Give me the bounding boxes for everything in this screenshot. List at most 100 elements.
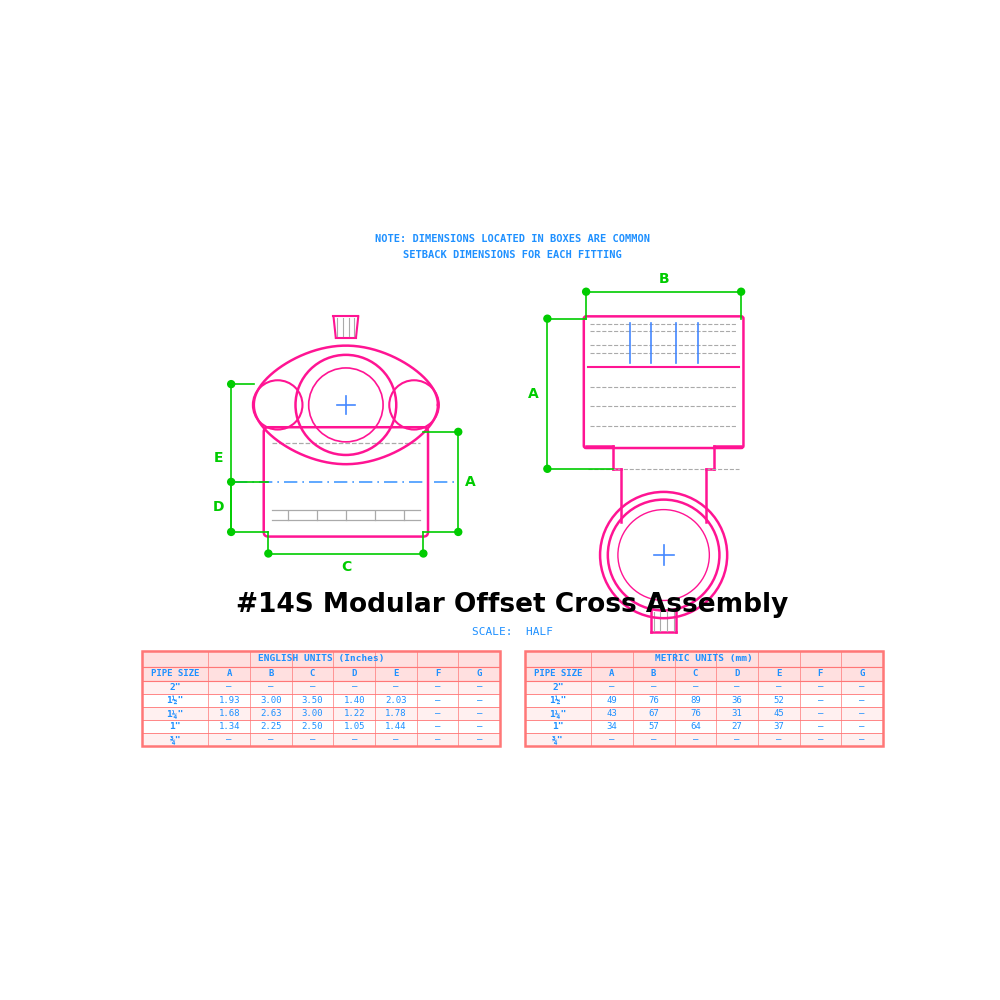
Bar: [142, 694, 500, 707]
Text: –: –: [818, 722, 823, 731]
Text: G: G: [859, 669, 865, 678]
Text: 37: 37: [773, 722, 784, 731]
Text: –: –: [477, 735, 482, 744]
Text: 1.22: 1.22: [343, 709, 365, 718]
Bar: [525, 707, 883, 720]
Text: 31: 31: [732, 709, 742, 718]
Bar: [142, 733, 500, 746]
Circle shape: [455, 528, 462, 535]
Text: 67: 67: [648, 709, 659, 718]
Text: ¾": ¾": [169, 735, 181, 744]
Text: 3.00: 3.00: [260, 696, 282, 705]
Text: –: –: [818, 709, 823, 718]
Text: –: –: [859, 735, 865, 744]
Circle shape: [544, 315, 551, 322]
Text: 34: 34: [607, 722, 617, 731]
Text: 1¼": 1¼": [167, 709, 184, 718]
Text: –: –: [859, 709, 865, 718]
Bar: [525, 694, 883, 707]
Text: E: E: [776, 669, 781, 678]
Text: –: –: [859, 683, 865, 692]
Circle shape: [544, 465, 551, 472]
Text: –: –: [734, 683, 740, 692]
Text: A: A: [226, 669, 232, 678]
Bar: [525, 651, 883, 746]
Text: 1.93: 1.93: [218, 696, 240, 705]
Text: –: –: [435, 735, 440, 744]
Text: 52: 52: [773, 696, 784, 705]
Text: D: D: [213, 500, 225, 514]
Text: 3.50: 3.50: [302, 696, 323, 705]
Text: –: –: [393, 735, 399, 744]
Text: 76: 76: [648, 696, 659, 705]
Text: 64: 64: [690, 722, 701, 731]
Text: –: –: [435, 696, 440, 705]
Text: 1.68: 1.68: [218, 709, 240, 718]
Circle shape: [420, 550, 427, 557]
Text: NOTE: DIMENSIONS LOCATED IN BOXES ARE COMMON: NOTE: DIMENSIONS LOCATED IN BOXES ARE CO…: [375, 234, 650, 244]
Text: 45: 45: [773, 709, 784, 718]
Bar: [525, 733, 883, 746]
Text: –: –: [310, 735, 315, 744]
Text: 1.05: 1.05: [343, 722, 365, 731]
Text: METRIC UNITS (mm): METRIC UNITS (mm): [655, 654, 753, 664]
Text: PIPE SIZE: PIPE SIZE: [534, 669, 582, 678]
Text: A: A: [609, 669, 615, 678]
Text: 2.50: 2.50: [302, 722, 323, 731]
Bar: [525, 651, 883, 667]
Bar: [142, 651, 500, 746]
Text: 1.40: 1.40: [343, 696, 365, 705]
Text: 57: 57: [648, 722, 659, 731]
Text: –: –: [268, 683, 274, 692]
Text: 1.78: 1.78: [385, 709, 407, 718]
Text: –: –: [435, 722, 440, 731]
Bar: [142, 720, 500, 733]
Text: B: B: [651, 669, 656, 678]
Text: –: –: [651, 735, 656, 744]
Text: –: –: [477, 709, 482, 718]
Text: C: C: [341, 560, 351, 574]
Text: –: –: [226, 683, 232, 692]
Text: –: –: [818, 696, 823, 705]
Text: –: –: [734, 735, 740, 744]
Text: –: –: [609, 683, 615, 692]
Text: 1": 1": [169, 722, 181, 731]
Text: B: B: [268, 669, 274, 678]
Text: –: –: [352, 683, 357, 692]
Text: –: –: [776, 683, 781, 692]
Text: PIPE SIZE: PIPE SIZE: [151, 669, 199, 678]
Text: ENGLISH UNITS (Inches): ENGLISH UNITS (Inches): [258, 654, 384, 664]
Circle shape: [738, 288, 745, 295]
Text: SETBACK DIMENSIONS FOR EACH FITTING: SETBACK DIMENSIONS FOR EACH FITTING: [403, 250, 622, 260]
Circle shape: [455, 428, 462, 435]
Text: ¾": ¾": [552, 735, 564, 744]
Text: 36: 36: [732, 696, 742, 705]
Text: 43: 43: [607, 709, 617, 718]
Text: D: D: [734, 669, 740, 678]
Text: G: G: [477, 669, 482, 678]
Text: E: E: [393, 669, 399, 678]
Text: D: D: [352, 669, 357, 678]
Text: –: –: [776, 735, 781, 744]
Text: E: E: [214, 451, 224, 465]
Text: 1½": 1½": [167, 696, 184, 705]
Text: 3.00: 3.00: [302, 709, 323, 718]
Circle shape: [583, 288, 590, 295]
Text: 1¼": 1¼": [549, 709, 567, 718]
Circle shape: [228, 381, 235, 388]
Circle shape: [228, 528, 235, 535]
Text: 2.63: 2.63: [260, 709, 282, 718]
Text: –: –: [435, 683, 440, 692]
Text: 1.44: 1.44: [385, 722, 407, 731]
Text: SCALE:  HALF: SCALE: HALF: [472, 627, 553, 637]
Text: –: –: [477, 683, 482, 692]
Bar: [525, 681, 883, 694]
Bar: [142, 667, 500, 681]
Text: –: –: [859, 722, 865, 731]
Text: 2": 2": [552, 683, 564, 692]
Text: –: –: [310, 683, 315, 692]
Text: –: –: [477, 696, 482, 705]
Text: F: F: [818, 669, 823, 678]
Text: 2.03: 2.03: [385, 696, 407, 705]
Bar: [142, 651, 500, 667]
